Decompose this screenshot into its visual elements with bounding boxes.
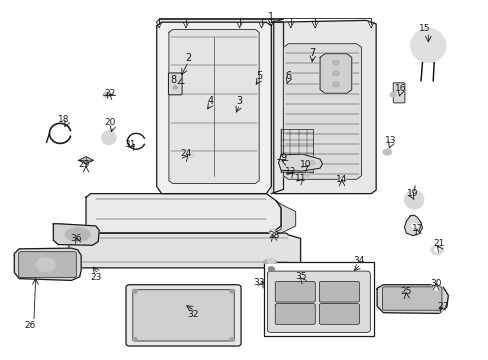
Text: 25: 25 — [400, 287, 411, 296]
FancyBboxPatch shape — [382, 287, 441, 310]
Text: 17: 17 — [411, 224, 423, 233]
Polygon shape — [69, 233, 300, 268]
Text: 19: 19 — [406, 189, 418, 198]
Text: 33: 33 — [253, 278, 264, 287]
Polygon shape — [53, 224, 99, 245]
FancyBboxPatch shape — [19, 252, 76, 278]
Circle shape — [331, 71, 339, 76]
FancyBboxPatch shape — [392, 83, 404, 103]
Ellipse shape — [65, 228, 90, 241]
Circle shape — [172, 86, 177, 89]
FancyBboxPatch shape — [126, 285, 241, 346]
Polygon shape — [376, 285, 447, 314]
Text: 28: 28 — [267, 231, 279, 240]
Polygon shape — [86, 194, 281, 233]
Circle shape — [337, 176, 345, 182]
Circle shape — [268, 229, 276, 235]
Circle shape — [433, 248, 439, 252]
Circle shape — [267, 266, 274, 271]
Polygon shape — [278, 154, 322, 171]
Text: 31: 31 — [124, 140, 135, 149]
Text: 6: 6 — [285, 71, 291, 81]
Text: 22: 22 — [104, 89, 116, 98]
Circle shape — [331, 60, 339, 66]
Text: 26: 26 — [24, 321, 36, 330]
Circle shape — [132, 337, 138, 342]
Circle shape — [271, 231, 274, 233]
Polygon shape — [320, 54, 351, 93]
Circle shape — [389, 92, 396, 97]
Text: 1: 1 — [268, 12, 274, 22]
Text: 2: 2 — [185, 53, 191, 63]
Polygon shape — [283, 44, 361, 179]
Circle shape — [308, 160, 315, 165]
Text: 23: 23 — [90, 273, 101, 282]
FancyBboxPatch shape — [133, 290, 234, 341]
Text: 21: 21 — [433, 239, 444, 248]
Circle shape — [331, 81, 339, 87]
Ellipse shape — [410, 28, 445, 63]
Text: 27: 27 — [437, 302, 448, 311]
Text: 13: 13 — [384, 136, 396, 145]
Polygon shape — [157, 22, 271, 194]
Bar — [264, 262, 373, 336]
Ellipse shape — [181, 152, 195, 158]
Ellipse shape — [36, 257, 55, 272]
Text: 7: 7 — [309, 48, 315, 58]
Ellipse shape — [102, 131, 116, 145]
Polygon shape — [273, 21, 375, 194]
Text: 16: 16 — [394, 84, 406, 93]
Text: 29: 29 — [78, 161, 89, 170]
FancyBboxPatch shape — [267, 271, 369, 332]
Circle shape — [263, 260, 269, 264]
Circle shape — [339, 178, 343, 181]
Circle shape — [429, 284, 442, 293]
Circle shape — [132, 289, 138, 293]
FancyBboxPatch shape — [275, 282, 315, 302]
Text: 30: 30 — [429, 279, 441, 288]
Text: 9: 9 — [280, 153, 286, 163]
Text: 36: 36 — [70, 234, 82, 243]
Polygon shape — [157, 19, 283, 22]
FancyBboxPatch shape — [319, 303, 359, 324]
Text: 10: 10 — [299, 161, 310, 170]
FancyBboxPatch shape — [168, 73, 182, 95]
Text: 8: 8 — [170, 75, 177, 85]
Polygon shape — [79, 157, 93, 164]
Circle shape — [382, 149, 391, 155]
Circle shape — [304, 173, 309, 177]
Circle shape — [434, 306, 443, 312]
FancyBboxPatch shape — [275, 303, 315, 324]
Text: 11: 11 — [294, 174, 305, 183]
Circle shape — [430, 245, 443, 255]
Text: 20: 20 — [104, 118, 116, 127]
Circle shape — [410, 224, 416, 228]
Circle shape — [229, 337, 235, 342]
Polygon shape — [404, 215, 422, 235]
Polygon shape — [271, 201, 295, 233]
Circle shape — [432, 286, 438, 291]
Text: 24: 24 — [180, 149, 191, 158]
Text: 3: 3 — [236, 96, 242, 106]
Text: 18: 18 — [58, 115, 70, 124]
Polygon shape — [14, 248, 81, 280]
Text: 34: 34 — [353, 256, 364, 265]
FancyBboxPatch shape — [319, 282, 359, 302]
Polygon shape — [271, 22, 283, 194]
Text: 32: 32 — [187, 310, 199, 319]
Circle shape — [229, 289, 235, 293]
Text: 35: 35 — [294, 271, 305, 280]
Ellipse shape — [404, 190, 423, 209]
Circle shape — [103, 92, 111, 98]
Text: 14: 14 — [336, 175, 347, 184]
Circle shape — [267, 258, 275, 264]
Text: 15: 15 — [418, 24, 430, 33]
Text: 12: 12 — [285, 167, 296, 176]
Polygon shape — [168, 30, 259, 184]
Circle shape — [270, 260, 276, 264]
Text: 5: 5 — [256, 71, 262, 81]
Text: 4: 4 — [207, 96, 213, 106]
